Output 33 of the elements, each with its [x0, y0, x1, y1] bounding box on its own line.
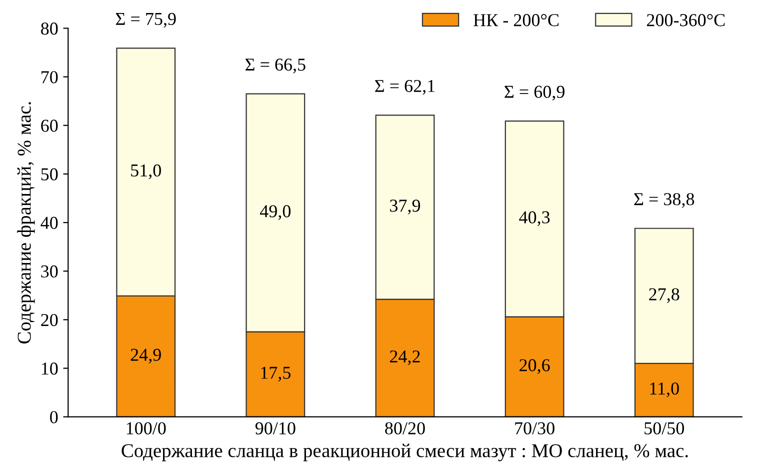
data-label: 27,8: [649, 288, 680, 304]
x-tick-label: 90/10: [255, 422, 296, 434]
data-label: 20,6: [520, 359, 550, 374]
data-label: 17,5: [261, 366, 291, 382]
y-tick-label: 0: [50, 411, 58, 424]
data-label: 40,3: [519, 211, 550, 226]
x-tick-label: 100/0: [126, 422, 166, 434]
y-tick-label: 30: [41, 265, 58, 278]
x-tick-label: 80/20: [385, 422, 425, 434]
total-label: Σ = 60,9: [504, 86, 564, 101]
data-label: 49,0: [260, 205, 291, 220]
total-label: Σ = 38,8: [634, 193, 694, 208]
data-label: 24,9: [130, 348, 161, 364]
legend-label: НК - 200°C: [474, 14, 559, 26]
y-tick-label: 40: [40, 216, 58, 229]
total-label: Σ = 75,9: [116, 12, 176, 28]
x-axis-title: Содержание сланца в реакционной смеси мазут : МО сланец, % мас.: [122, 444, 688, 462]
y-tick-label: 10: [42, 362, 58, 375]
y-tick-label: 80: [41, 22, 58, 35]
y-tick-label: 50: [41, 168, 58, 180]
y-tick-label: 70: [42, 71, 58, 84]
data-label: 37,9: [390, 200, 420, 214]
y-tick-label: 60: [41, 120, 58, 132]
total-label: Σ = 66,5: [245, 58, 306, 74]
legend-label: 200-360°C: [646, 14, 725, 26]
x-tick-label: 70/30: [515, 422, 554, 434]
y-axis-title: Содержание фракций, % мас.: [17, 102, 35, 344]
total-label: Σ = 62,1: [375, 80, 435, 95]
y-tick-label: 20: [41, 314, 58, 326]
data-label: 11,0: [650, 382, 679, 398]
data-label: 51,0: [131, 164, 161, 180]
x-tick-label: 50/50: [644, 422, 684, 434]
data-label: 24,2: [390, 350, 420, 366]
